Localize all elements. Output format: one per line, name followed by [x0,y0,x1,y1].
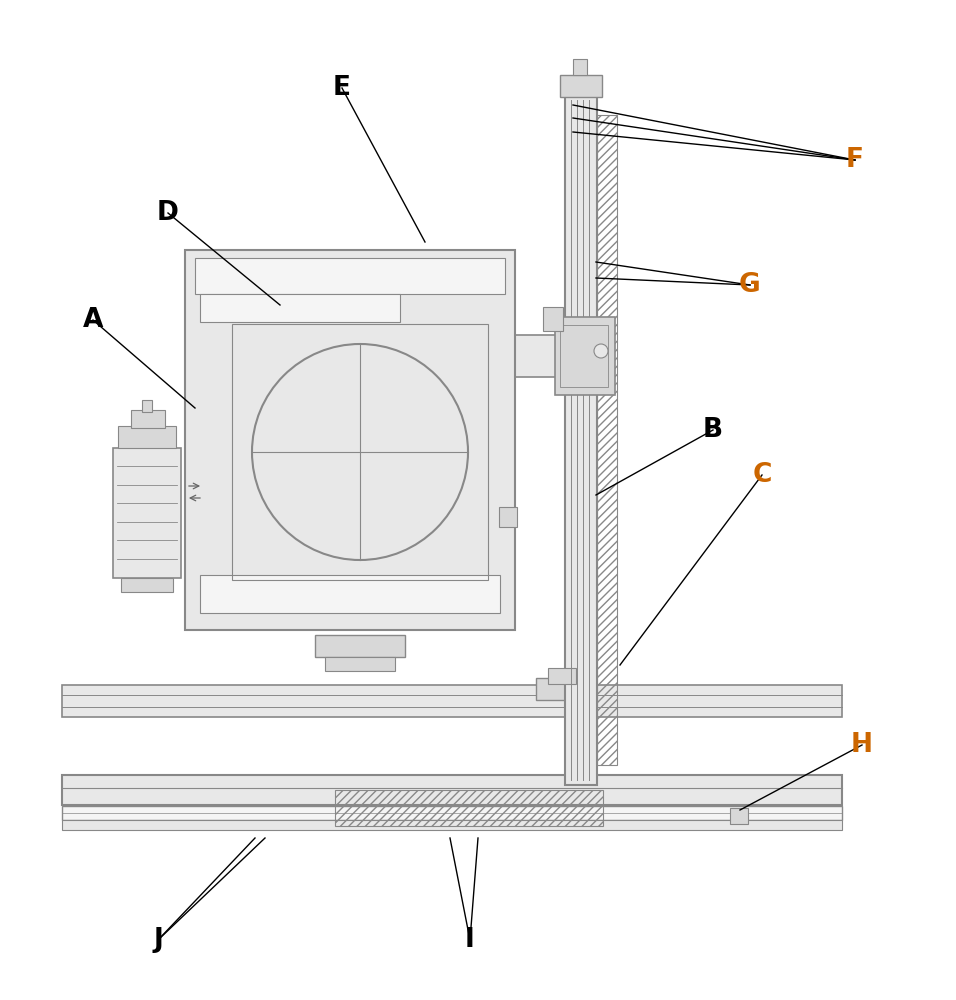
Bar [142,400,152,412]
Bar [730,808,748,824]
Text: H: H [851,732,873,758]
Bar [560,75,602,97]
Text: A: A [83,307,103,333]
Bar [121,578,173,592]
Text: J: J [153,927,163,953]
Bar [62,806,842,820]
Text: G: G [739,272,761,298]
Bar [499,507,517,527]
Bar [315,635,405,657]
Bar [113,448,181,578]
Bar [543,307,563,331]
Text: C: C [752,462,771,488]
Bar [555,317,615,395]
Text: F: F [846,147,864,173]
Text: I: I [466,927,475,953]
Text: B: B [703,417,723,443]
Text: D: D [157,200,179,226]
Bar [62,820,842,830]
Bar [230,335,569,377]
Bar [200,294,400,322]
Bar [118,426,176,448]
Bar [185,250,515,630]
Bar [62,775,842,805]
Text: E: E [333,75,351,101]
Bar [565,95,597,785]
Bar [232,324,488,580]
Bar [536,678,588,700]
Bar [131,410,165,428]
Circle shape [594,344,608,358]
Bar [597,115,617,765]
Bar [200,575,500,613]
Bar [325,657,395,671]
Circle shape [252,344,468,560]
Bar [62,685,842,717]
Bar [560,325,608,387]
Bar [335,790,603,826]
Bar [195,258,505,294]
Bar [573,59,587,75]
Bar [548,668,576,684]
